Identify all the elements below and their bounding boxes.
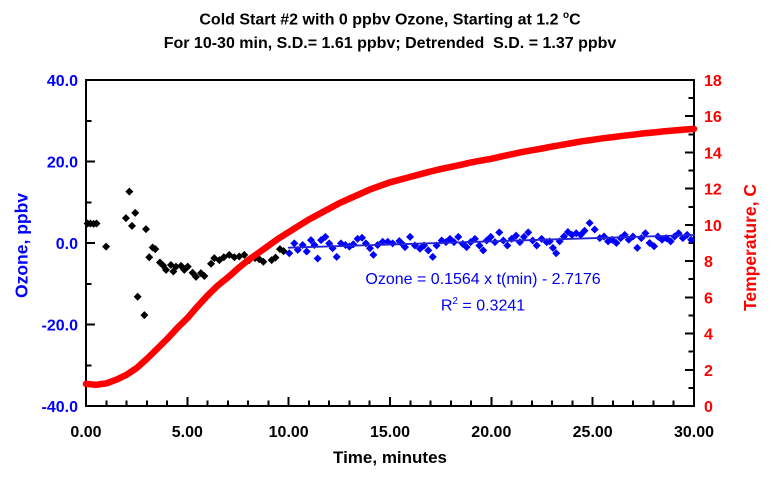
ozone-0-10min <box>83 187 288 320</box>
trend-equation-label: Ozone = 0.1564 x t(min) - 2.7176 <box>365 271 601 288</box>
y-left-tick-label: -40.0 <box>42 399 79 416</box>
y-right-tick-label: 14 <box>704 145 722 162</box>
y-right-tick-label: 2 <box>704 363 713 380</box>
y-left-tick-label: 40.0 <box>47 73 78 90</box>
y-right-tick-label: 12 <box>704 182 722 199</box>
y-right-tick-label: 8 <box>704 254 713 271</box>
y-right-tick-label: 6 <box>704 290 713 307</box>
r-squared-value: = 0.3241 <box>457 297 526 315</box>
x-tick-label: 15.00 <box>370 424 410 441</box>
chart-title-text: Cold Start #2 with 0 ppbv Ozone, Startin… <box>199 11 563 29</box>
x-tick-label: 5.00 <box>172 424 203 441</box>
x-tick-label: 0.00 <box>70 424 101 441</box>
r-squared-exponent: 2 <box>452 296 458 307</box>
chart-title: Cold Start #2 with 0 ppbv Ozone, Startin… <box>86 10 694 29</box>
x-tick-label: 20.00 <box>471 424 511 441</box>
temperature <box>82 125 698 389</box>
y-right-tick-label: 4 <box>704 327 713 344</box>
y-left-tick-label: 0.0 <box>56 236 78 253</box>
y-right-tick-label: 16 <box>704 109 722 126</box>
chart-subtitle: For 10-30 min, S.D.= 1.61 ppbv; Detrende… <box>163 35 617 52</box>
r-squared-symbol: R <box>440 297 453 315</box>
r-squared-label: R2 = 0.3241 <box>358 296 608 315</box>
x-axis-title: Time, minutes <box>333 448 447 467</box>
x-tick-label: 30.00 <box>674 424 714 441</box>
right-axis-title: Temperature, C <box>740 183 760 312</box>
chart-title-unit: C <box>569 11 581 29</box>
y-right-tick-label: 18 <box>704 73 722 90</box>
y-left-tick-label: -20.0 <box>42 318 79 335</box>
x-tick-label: 25.00 <box>573 424 613 441</box>
axes <box>85 79 695 407</box>
y-left-tick-label: 20.0 <box>47 155 78 172</box>
y-right-tick-label: 0 <box>704 399 713 416</box>
left-axis-title: Ozone, ppbv <box>11 193 32 298</box>
y-right-tick-label: 10 <box>704 218 722 235</box>
x-tick-label: 10.00 <box>269 424 309 441</box>
degree-superscript: o <box>562 10 570 21</box>
ozone-trend-line <box>287 234 695 249</box>
tick-labels: 0.00 5.00 10.00 15.00 20.00 25.00 30.0040.020.… <box>42 73 722 441</box>
